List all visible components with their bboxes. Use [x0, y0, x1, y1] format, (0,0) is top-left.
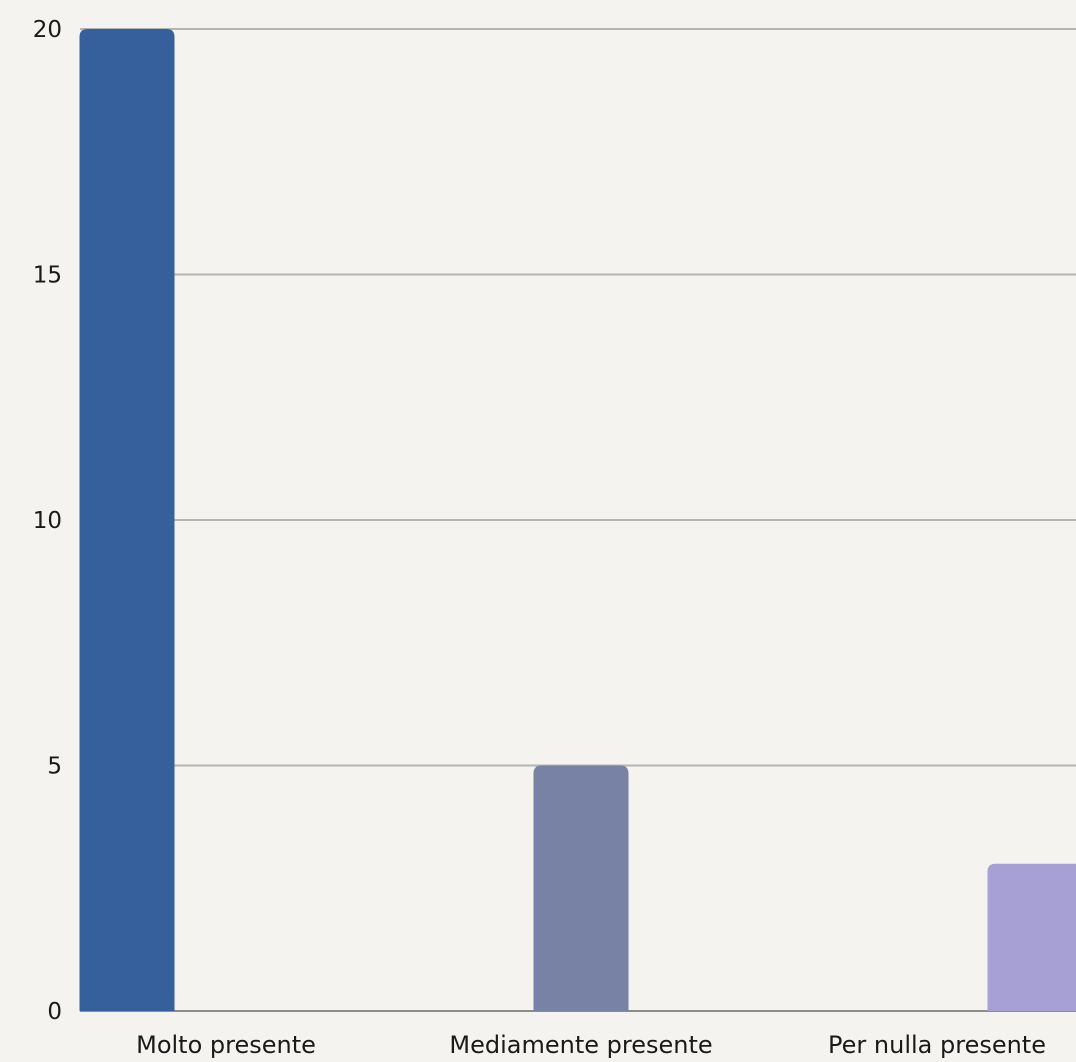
y-axis-ticks: 0 5 10 15 20 [33, 17, 62, 1025]
bar-1 [533, 765, 629, 1011]
x-category-label: Mediamente presente [449, 1031, 712, 1059]
y-tick-label: 15 [33, 263, 62, 289]
x-category-label: Per nulla presente [828, 1031, 1046, 1059]
y-tick-label: 0 [47, 999, 62, 1025]
bars [79, 29, 1076, 1011]
bar-0 [79, 29, 175, 1011]
x-category-label: Molto presente [136, 1031, 316, 1059]
y-tick-label: 5 [47, 754, 62, 780]
y-tick-label: 10 [33, 508, 62, 534]
y-tick-label: 20 [33, 17, 62, 43]
x-axis-labels: Molto presente Mediamente presente Per nul… [136, 1031, 1046, 1059]
bar-2 [987, 863, 1076, 1011]
